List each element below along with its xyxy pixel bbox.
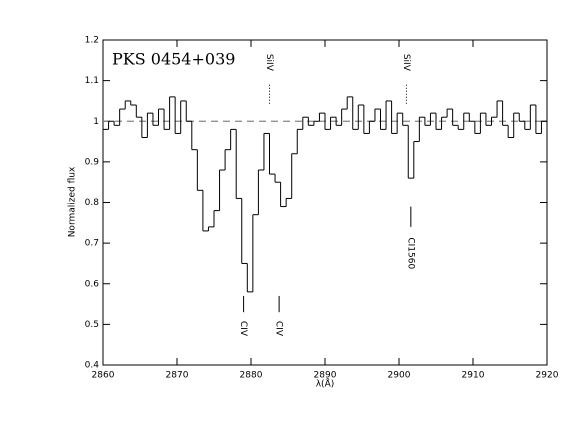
y-tick-label: 0.8 <box>85 198 100 208</box>
annotation-label: SiIV <box>264 54 274 72</box>
annotation-label: SiIV <box>401 54 411 72</box>
y-tick-label: 1 <box>93 117 99 127</box>
x-axis-title: λ(Å) <box>316 378 335 390</box>
y-tick-label: 0.5 <box>85 320 99 330</box>
y-tick-label: 0.6 <box>85 279 100 289</box>
y-tick-label: 0.4 <box>85 361 100 371</box>
y-tick-label: 0.7 <box>85 239 99 249</box>
x-tick-label: 2860 <box>92 371 115 381</box>
y-tick-label: 1.2 <box>85 36 99 46</box>
y-tick-label: 0.9 <box>85 157 100 167</box>
x-tick-label: 2870 <box>166 371 189 381</box>
annotation-label: CIV <box>238 321 248 337</box>
plot-frame <box>102 39 548 366</box>
object-label: PKS 0454+039 <box>112 50 235 69</box>
y-tick-label: 1.1 <box>85 76 99 86</box>
x-tick-label: 2900 <box>388 371 411 381</box>
annotation-label: CI1560 <box>405 237 415 269</box>
x-tick-label: 2880 <box>240 371 263 381</box>
y-axis-title: Normalized flux <box>68 166 78 237</box>
x-tick-label: 2890 <box>314 371 337 381</box>
x-tick-label: 2910 <box>462 371 485 381</box>
annotation-label: CIV <box>274 321 284 337</box>
x-tick-label: 2920 <box>536 371 559 381</box>
